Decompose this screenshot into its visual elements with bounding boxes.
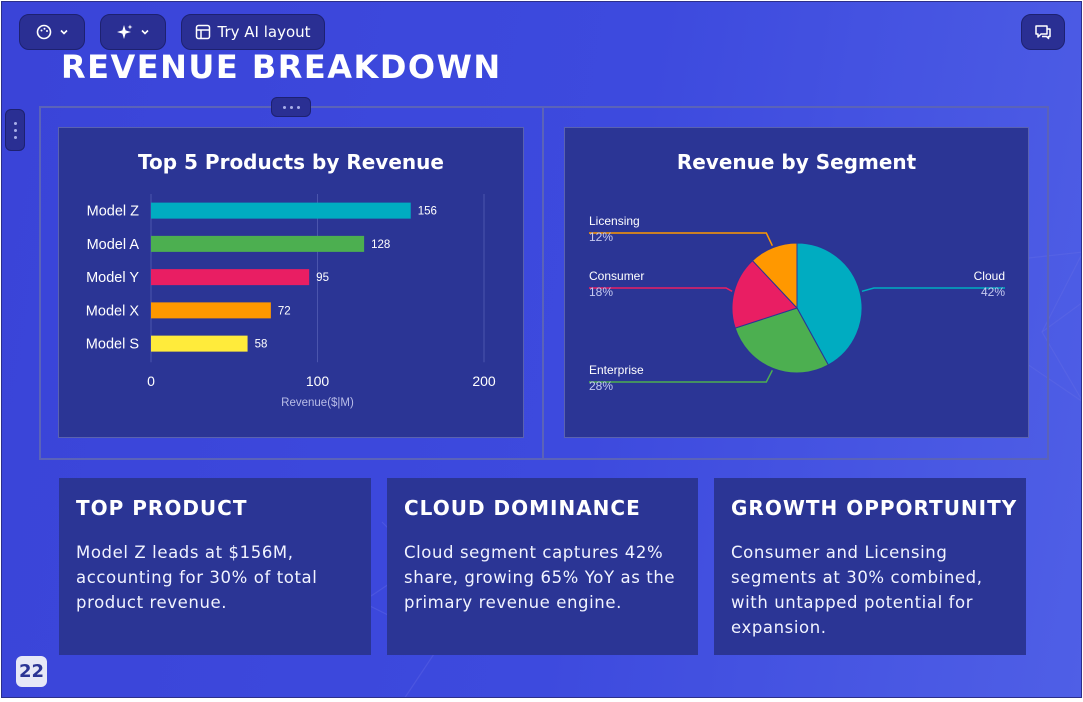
pie-slice [751,242,798,310]
info-card-growth-opportunity: GROWTH OPPORTUNITY Consumer and Licensin… [714,478,1026,655]
slice-label: Consumer [589,269,644,283]
palette-icon [35,23,53,41]
bar-value-label: 58 [255,339,268,351]
try-ai-layout-label: Try AI layout [217,23,311,41]
chevron-down-icon [59,27,69,37]
leader-line [589,369,774,383]
card-title: GROWTH OPPORTUNITY [731,496,1018,520]
leader-line [861,287,1005,293]
layout-icon [195,24,211,40]
x-tick-label: 0 [147,373,155,389]
slice-percent: 12% [589,230,613,244]
card-title: CLOUD DOMINANCE [404,496,641,520]
category-label: Model S [86,337,139,353]
side-drag-handle[interactable] [5,109,25,151]
card-body: Model Z leads at $156M, accounting for 3… [76,543,318,612]
bar [151,335,248,352]
slide-title: REVENUE BREAKDOWN [61,48,502,86]
x-tick-label: 100 [306,373,330,389]
pie-slice [734,307,829,374]
slice-percent: 28% [589,379,613,393]
bar-value-label: 72 [278,305,291,317]
x-axis-label: Revenue($|M) [281,397,354,409]
try-ai-layout-button[interactable]: Try AI layout [181,14,325,50]
chevron-down-icon [140,27,150,37]
slice-percent: 42% [981,285,1005,299]
bar-value-label: 95 [316,272,329,284]
bar-value-label: 128 [371,239,390,251]
category-label: Model Y [86,270,139,286]
slice-label: Licensing [589,214,640,228]
info-card-top-product: TOP PRODUCT Model Z leads at $156M, acco… [59,478,371,655]
theme-button[interactable] [19,14,85,50]
bar [151,202,411,219]
category-label: Model A [87,237,140,253]
sparkle-icon [116,23,134,41]
chat-icon [1034,23,1052,41]
pie-chart-card: Revenue by Segment Cloud 42% Enterprise 28%… [564,127,1029,438]
card-body: Consumer and Licensing segments at 30% c… [731,543,983,637]
slice-label: Cloud [974,269,1005,283]
chart-row-selection[interactable] [39,106,1049,460]
comments-button[interactable] [1021,14,1065,50]
card-body: Cloud segment captures 42% share, growin… [404,543,676,612]
chart-row-divider [542,106,544,460]
slice-percent: 18% [589,285,613,299]
ai-menu-button[interactable] [100,14,166,50]
bar-chart-title: Top 5 Products by Revenue [138,150,444,174]
slice-label: Enterprise [589,363,644,377]
bar [151,235,365,252]
bar-value-label: 156 [418,206,437,218]
bar [151,269,310,286]
card-title: TOP PRODUCT [76,496,248,520]
leader-line [589,287,733,292]
pie-slice [796,242,863,366]
row-drag-handle[interactable] [271,97,311,117]
bar-chart-card: Top 5 Products by Revenue 0 100 200 Model Z… [58,127,524,438]
pie-chart-title: Revenue by Segment [676,150,917,174]
category-label: Model Z [87,204,140,220]
leader-line [589,232,774,247]
pie-chart: Cloud 42% Enterprise 28% Consumer 18% Licensin… [589,214,1005,393]
page-number: 22 [16,656,47,687]
pie-slice [731,259,798,329]
category-label: Model X [86,303,140,319]
bar [151,302,271,319]
x-tick-label: 200 [472,373,496,389]
info-card-cloud-dominance: CLOUD DOMINANCE Cloud segment captures 4… [387,478,698,655]
bar-chart: 0 100 200 Model Z 156 Model A 128 Model Y 95 Mode… [86,194,496,409]
